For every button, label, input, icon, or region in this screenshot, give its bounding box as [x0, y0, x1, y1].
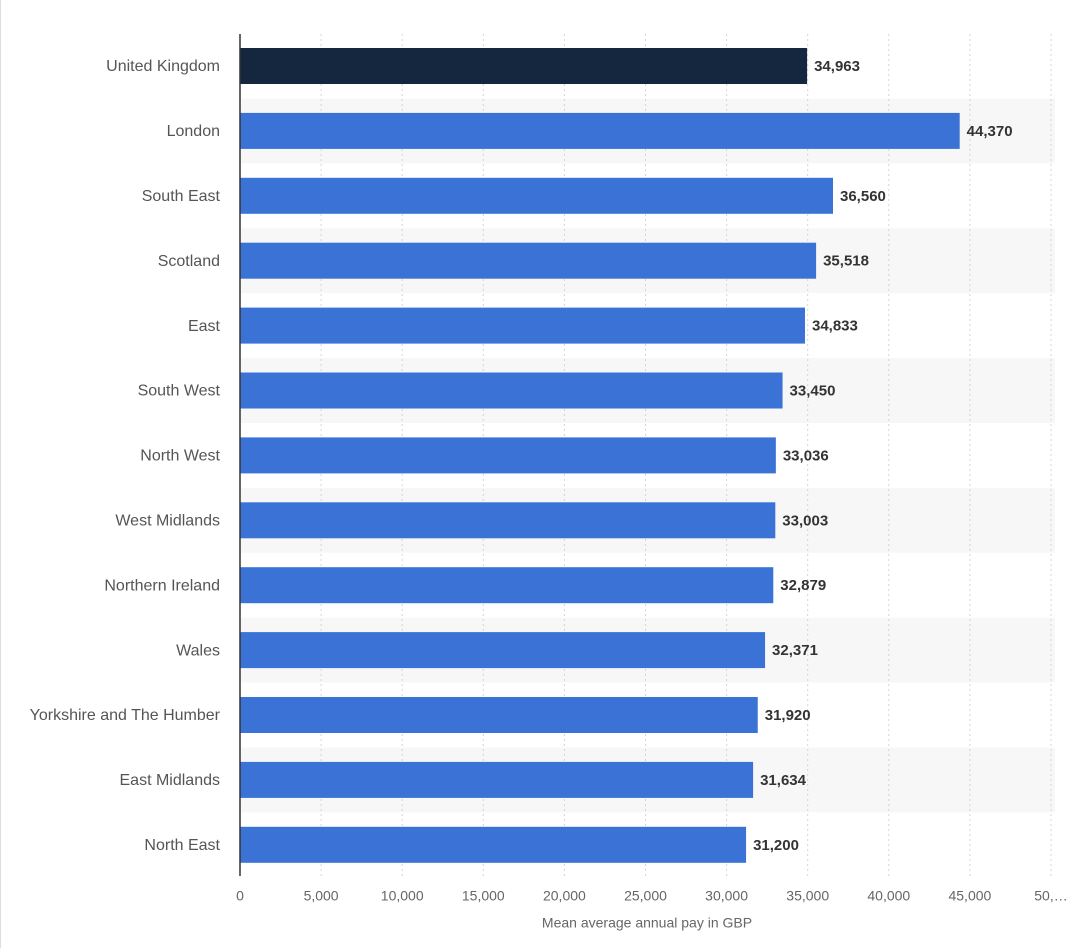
bar — [240, 567, 774, 604]
x-tick-label: 35,000 — [786, 888, 829, 904]
bar — [240, 242, 817, 279]
y-tick-label: North East — [144, 837, 220, 854]
y-tick-label: Scotland — [158, 253, 220, 270]
x-tick-label: 20,000 — [543, 888, 586, 904]
bar — [240, 697, 758, 733]
x-tick-label: 0 — [236, 888, 244, 904]
value-label: 32,879 — [780, 577, 826, 594]
y-tick-label: East — [188, 318, 221, 335]
y-tick-label: Wales — [176, 642, 220, 659]
y-tick-label: South West — [138, 383, 221, 400]
x-axis-title: Mean average annual pay in GBP — [542, 915, 752, 931]
y-tick-label: West Midlands — [115, 513, 220, 530]
y-tick-label: North West — [140, 448, 220, 465]
x-tick-label: 30,000 — [705, 888, 748, 904]
bar — [240, 177, 834, 214]
x-tick-label: 40,000 — [867, 888, 910, 904]
bar — [240, 826, 747, 863]
x-tick-label: 10,000 — [381, 888, 424, 904]
value-label: 34,963 — [814, 58, 860, 75]
value-label: 33,003 — [782, 512, 828, 529]
bar — [240, 112, 960, 149]
x-tick-label: 15,000 — [462, 888, 505, 904]
value-label: 32,371 — [772, 642, 818, 659]
x-tick-label: 50,… — [1034, 888, 1067, 904]
x-tick-label: 45,000 — [948, 888, 991, 904]
value-label: 31,634 — [760, 772, 807, 789]
bar — [240, 632, 766, 669]
bar — [240, 48, 808, 84]
y-tick-label: Yorkshire and The Humber — [30, 707, 221, 724]
value-label: 35,518 — [823, 253, 869, 270]
value-label: 33,036 — [783, 447, 829, 464]
value-label: 44,370 — [967, 123, 1013, 140]
bar — [240, 761, 754, 798]
y-tick-label: South East — [142, 188, 221, 205]
y-tick-label: London — [167, 123, 220, 140]
value-label: 33,450 — [790, 382, 836, 399]
y-tick-label: East Midlands — [120, 772, 221, 789]
bar — [240, 307, 805, 344]
value-label: 36,560 — [840, 188, 886, 205]
x-tick-label: 25,000 — [624, 888, 667, 904]
y-tick-label: United Kingdom — [106, 58, 220, 75]
value-label: 31,200 — [753, 837, 799, 854]
y-tick-label: Northern Ireland — [104, 577, 220, 594]
value-label: 31,920 — [765, 707, 811, 724]
value-label: 34,833 — [812, 318, 858, 335]
bar — [240, 372, 783, 409]
bar — [240, 437, 776, 474]
bar — [240, 502, 776, 539]
x-tick-label: 5,000 — [304, 888, 339, 904]
